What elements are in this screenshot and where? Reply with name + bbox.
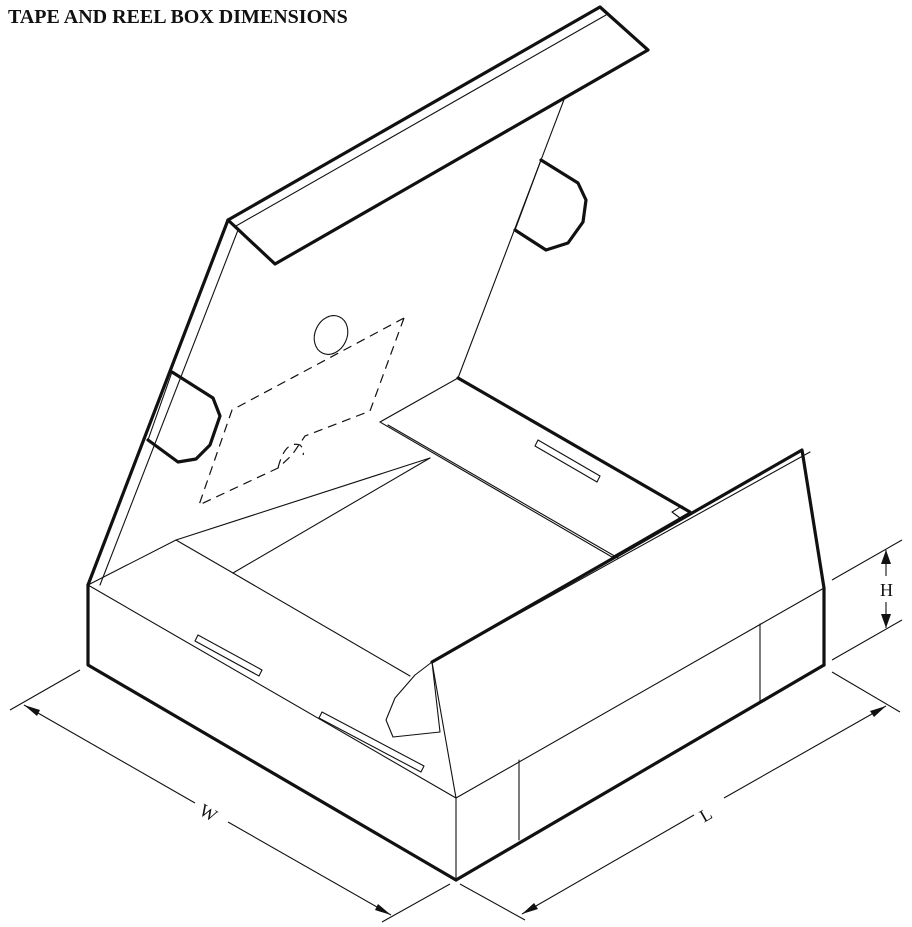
w-arrow-end: [375, 904, 391, 915]
l-arrow-end: [870, 706, 886, 717]
l-arrow-start: [522, 903, 538, 914]
height-label: H: [880, 580, 893, 600]
h-arrow-top: [881, 550, 891, 564]
h-arrow-bottom: [881, 614, 891, 628]
box-lid: [86, 5, 650, 587]
page-title: TAPE AND REEL BOX DIMENSIONS: [8, 6, 348, 28]
box-body: [86, 376, 826, 882]
w-arrow-start: [24, 705, 40, 716]
length-label: L: [696, 803, 716, 826]
dimension-lines: [9, 539, 903, 923]
width-label: W: [196, 800, 221, 826]
